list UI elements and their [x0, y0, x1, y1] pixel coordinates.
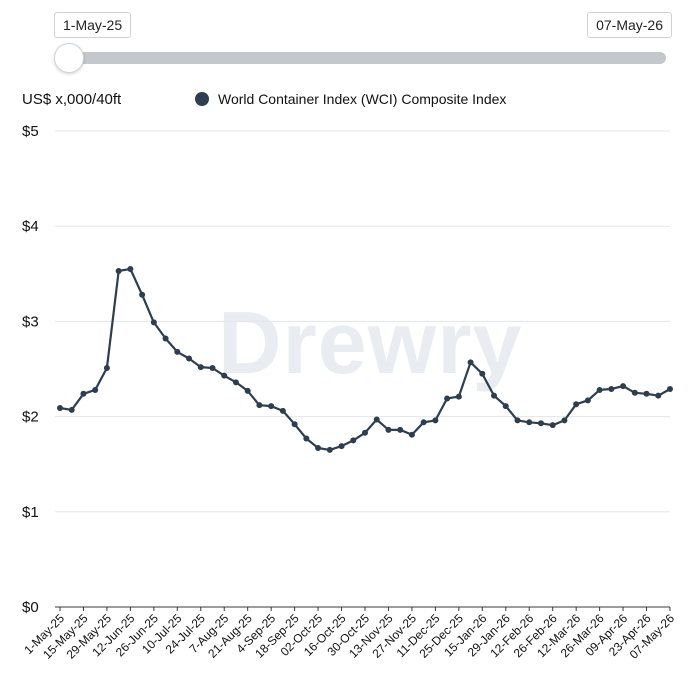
y-tick-label: $2 [22, 409, 39, 426]
data-point [432, 417, 439, 424]
data-point [502, 403, 509, 410]
data-point [115, 267, 122, 274]
data-point [514, 417, 521, 424]
data-point [491, 392, 498, 399]
data-point [186, 355, 193, 362]
legend[interactable]: World Container Index (WCI) Composite In… [195, 91, 506, 107]
data-point [596, 386, 603, 393]
data-point [620, 383, 627, 390]
y-tick-label: $0 [22, 599, 39, 616]
data-point [667, 385, 673, 392]
data-point [444, 395, 451, 402]
data-point [420, 419, 427, 426]
data-point [303, 435, 310, 442]
data-point [373, 416, 380, 423]
data-point [561, 417, 568, 424]
data-point [385, 426, 392, 433]
data-point [291, 421, 298, 428]
y-tick-label: $1 [22, 504, 39, 521]
data-point [315, 445, 322, 452]
legend-marker-icon [195, 92, 209, 106]
data-point [549, 422, 556, 429]
legend-label: World Container Index (WCI) Composite In… [218, 91, 507, 107]
data-point [256, 402, 263, 409]
data-point [244, 387, 251, 394]
data-point [232, 379, 239, 386]
data-point [57, 405, 63, 412]
data-point [631, 389, 638, 396]
end-date-label: 07-May-26 [587, 12, 672, 38]
y-tick-label: $3 [22, 313, 39, 330]
data-point [80, 390, 87, 397]
data-point [537, 420, 544, 427]
data-point [408, 431, 415, 438]
data-point [68, 406, 75, 413]
data-point [221, 372, 228, 379]
data-point [455, 393, 462, 400]
data-point [92, 386, 99, 393]
data-point [526, 419, 533, 426]
data-point [279, 407, 286, 414]
date-range-slider-handle[interactable] [54, 43, 84, 73]
data-point [479, 370, 486, 377]
data-point [103, 365, 110, 372]
data-point [643, 390, 650, 397]
data-point [174, 348, 181, 355]
data-point [268, 403, 275, 410]
start-date-label: 1-May-25 [54, 12, 132, 38]
data-point [584, 397, 591, 404]
data-point [362, 429, 368, 436]
date-range-slider-track[interactable] [62, 52, 666, 64]
y-axis-unit-label: US$ x,000/40ft [22, 91, 122, 108]
data-point [338, 443, 345, 450]
data-point [150, 319, 157, 326]
data-point [326, 446, 333, 453]
y-tick-label: $5 [22, 123, 39, 140]
y-tick-label: $4 [22, 218, 39, 235]
data-point [197, 364, 204, 371]
data-point [608, 385, 615, 392]
data-point [209, 365, 216, 372]
data-point [162, 335, 169, 342]
data-point [139, 291, 146, 298]
data-point [127, 266, 134, 273]
data-point [350, 437, 357, 444]
series-line [59, 267, 671, 451]
data-point [655, 392, 662, 399]
data-point [397, 426, 404, 433]
data-point [573, 401, 580, 408]
data-point [467, 359, 474, 366]
